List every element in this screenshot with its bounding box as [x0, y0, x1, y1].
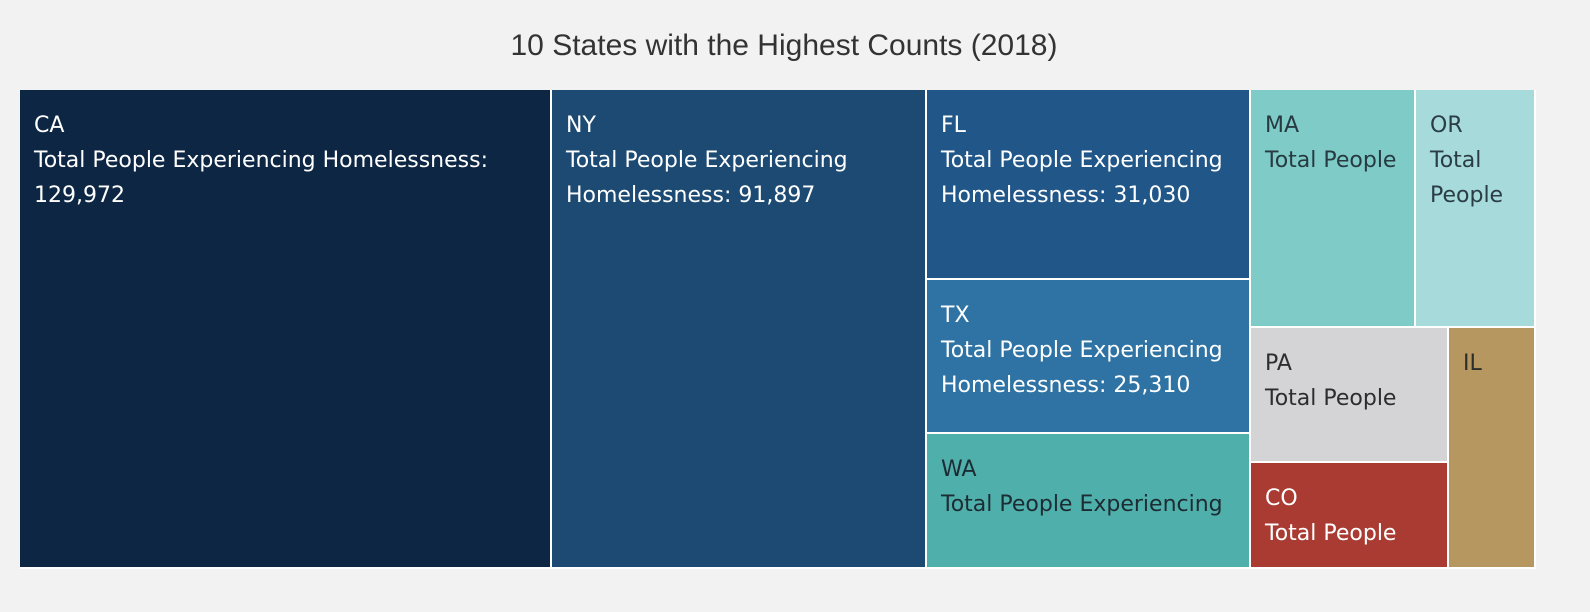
treemap-tile-wa[interactable]: WA Total People Experiencing	[927, 434, 1251, 569]
tile-state-label: NY	[566, 113, 596, 138]
treemap-tile-tx[interactable]: TX Total People Experiencing Homelessness…	[927, 280, 1251, 434]
tile-value-label: Total People Experiencing Homelessness: …	[34, 148, 488, 208]
treemap-tile-ny[interactable]: NY Total People Experiencing Homelessness…	[552, 90, 927, 569]
tile-state-label: FL	[941, 113, 966, 138]
tile-value-label: Total People	[1430, 148, 1504, 208]
treemap: CA Total People Experiencing Homelessness…	[20, 90, 1536, 569]
tile-value-label: Total People Experiencing	[941, 492, 1223, 517]
tile-state-label: MA	[1265, 113, 1300, 138]
tile-state-label: TX	[941, 303, 970, 328]
tile-state-label: OR	[1430, 113, 1463, 138]
chart-title: 10 States with the Highest Counts (2018)	[510, 29, 1058, 62]
tile-value-label: Total People Experiencing Homelessness: …	[566, 148, 848, 208]
tile-state-label: CA	[34, 113, 65, 138]
tile-value-label: Total People Experiencing Homelessness: …	[941, 338, 1223, 398]
tile-value-label: Total People	[1265, 521, 1397, 546]
treemap-tile-pa[interactable]: PA Total People	[1251, 328, 1449, 463]
tile-state-label: IL	[1463, 351, 1482, 376]
treemap-tile-fl[interactable]: FL Total People Experiencing Homelessness…	[927, 90, 1251, 280]
treemap-tile-ca[interactable]: CA Total People Experiencing Homelessness…	[20, 90, 552, 569]
tile-state-label: PA	[1265, 351, 1292, 376]
tile-state-label: CO	[1265, 486, 1298, 511]
tile-value-label: Total People	[1265, 148, 1397, 173]
tile-value-label: Total People	[1265, 386, 1397, 411]
treemap-tile-ma[interactable]: MA Total People	[1251, 90, 1416, 328]
treemap-tile-or[interactable]: OR Total People	[1416, 90, 1536, 328]
treemap-tile-il[interactable]: IL	[1449, 328, 1536, 569]
tile-value-label: Total People Experiencing Homelessness: …	[941, 148, 1223, 208]
tile-state-label: WA	[941, 457, 977, 482]
treemap-tile-co[interactable]: CO Total People	[1251, 463, 1449, 569]
